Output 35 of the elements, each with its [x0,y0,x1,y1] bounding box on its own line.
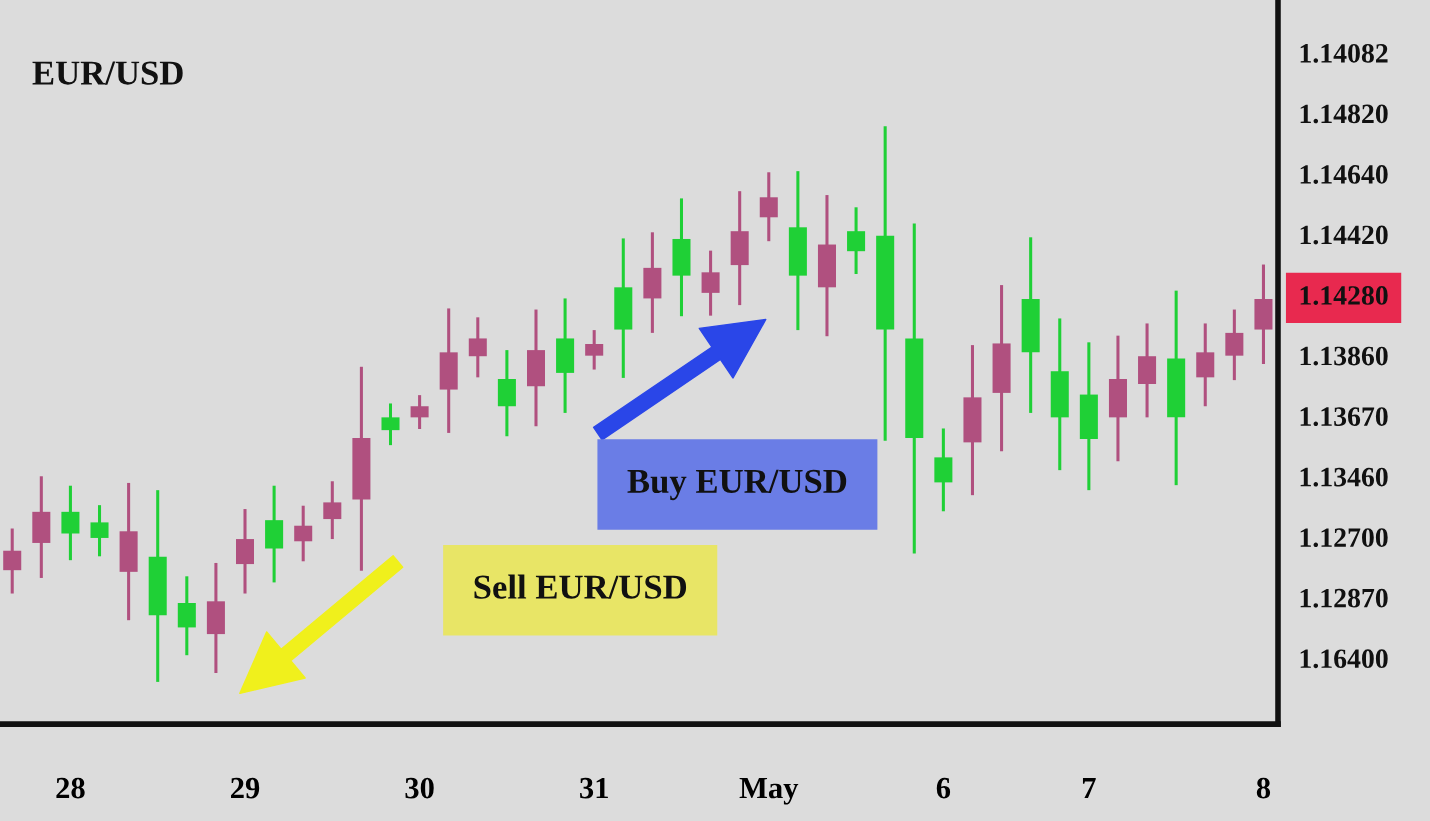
candlestick [381,403,400,447]
annotation: Sell EUR/USD [474,574,687,599]
text: 1.16400 [1300,649,1388,669]
chart-title: EUR/USD [32,61,183,85]
text: 1.13670 [1300,407,1388,427]
candlestick [585,330,604,370]
x-tick-label: 31 [580,777,608,799]
text: 1.13860 [1300,346,1388,366]
candlestick [323,481,342,541]
x-tick-label: 6 [936,777,951,799]
candlestick [847,207,866,274]
candlestick [90,505,109,557]
x-tick-label: 8 [1256,777,1271,799]
candlestick [410,395,429,430]
candlestick [701,250,720,316]
x-tick-label: 7 [1082,778,1096,799]
candlestick [468,317,487,378]
text: 1.14420 [1300,225,1388,245]
x-tick-label: 29 [231,777,260,799]
candlestick [294,505,313,562]
text: 1.14280 [1300,286,1388,305]
text: 1.13460 [1300,467,1388,487]
text: 1.12700 [1300,528,1388,548]
text: 1.14640 [1300,165,1388,184]
candlestick [1225,309,1244,382]
text: 1.14820 [1300,104,1388,124]
candlestick [3,528,22,594]
annotation: Buy EUR/USD [627,469,847,501]
candlestick [61,485,80,562]
x-tick-label: 28 [56,777,85,799]
x-tick-label: May [739,778,799,805]
x-tick-label: 30 [405,777,434,799]
candlestick [759,172,778,243]
text: 1.12870 [1300,588,1388,608]
text: 1.14082 [1300,43,1388,63]
